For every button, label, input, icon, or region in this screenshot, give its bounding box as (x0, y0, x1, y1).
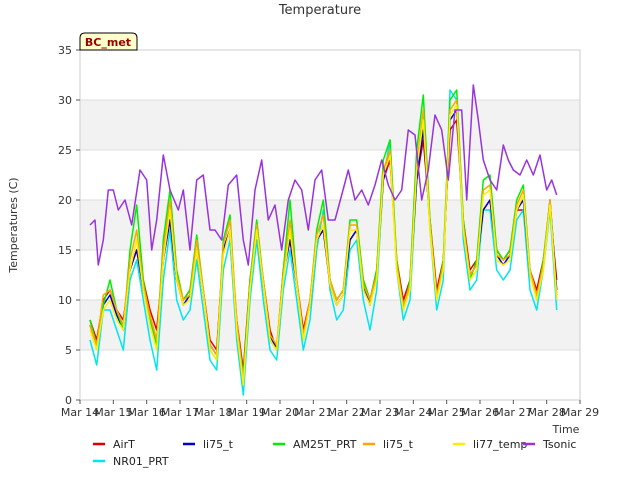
legend-label: AirT (113, 438, 135, 451)
grid-bands (80, 100, 580, 350)
legend-label: AM25T_PRT (293, 438, 357, 451)
x-tick-label: Mar 28 (528, 406, 566, 419)
grid-band (80, 300, 580, 350)
legend-label: NR01_PRT (113, 455, 169, 468)
badge-label: BC_met (85, 36, 131, 49)
y-axis-label: Temperatures (C) (7, 177, 20, 273)
x-tick-label: Mar 26 (461, 406, 499, 419)
station-badge: BC_met (79, 32, 138, 51)
y-tick-label: 25 (58, 144, 72, 157)
legend: AirT li75_t AM25T_PRT li75_t li77_temp Tsonic… (93, 438, 576, 468)
series-layer (89, 84, 558, 396)
series-line-5 (89, 104, 558, 386)
legend-label: li77_temp (473, 438, 527, 451)
y-tick-label: 30 (58, 94, 72, 107)
y-axis-ticks: 0 5 10 15 20 25 30 35 (58, 44, 80, 407)
x-tick-label: Mar 25 (428, 406, 466, 419)
grid-band (80, 100, 580, 150)
y-tick-label: 0 (65, 394, 72, 407)
legend-label: li75_t (203, 438, 234, 451)
x-tick-label: Mar 20 (261, 406, 299, 419)
y-tick-label: 10 (58, 294, 72, 307)
x-tick-label: Mar 16 (128, 406, 166, 419)
chart-title: Temperature (278, 3, 361, 18)
x-tick-label: Mar 17 (161, 406, 199, 419)
y-tick-label: 15 (58, 244, 72, 257)
y-tick-label: 20 (58, 194, 72, 207)
x-tick-label: Mar 24 (394, 406, 432, 419)
x-tick-label: Mar 27 (494, 406, 532, 419)
badge-background (79, 32, 138, 51)
x-tick-label: Mar 29 (561, 406, 599, 419)
x-tick-label: Mar 18 (194, 406, 232, 419)
plot-frame (79, 49, 581, 401)
x-tick-label: Mar 23 (361, 406, 399, 419)
x-tick-label: Mar 22 (328, 406, 366, 419)
x-tick-label: Mar 15 (94, 406, 132, 419)
series-line-1 (89, 89, 558, 396)
series-line-6 (89, 84, 558, 266)
x-tick-label: Mar 21 (294, 406, 332, 419)
x-tick-label: Mar 14 (61, 406, 99, 419)
y-tick-label: 35 (58, 44, 72, 57)
legend-label: li75_t (383, 438, 414, 451)
x-tick-label: Mar 19 (228, 406, 266, 419)
x-axis-label: Time (552, 423, 580, 436)
grid-band (80, 200, 580, 250)
legend-label: Tsonic (542, 438, 576, 451)
y-tick-label: 5 (65, 344, 72, 357)
